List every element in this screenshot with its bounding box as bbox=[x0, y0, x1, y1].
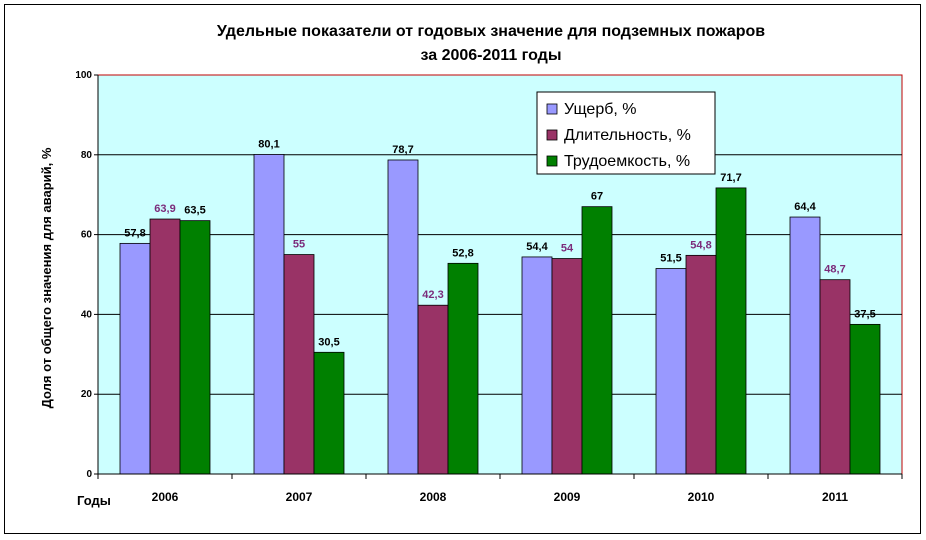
x-tick-label: 2006 bbox=[152, 490, 179, 504]
y-axis-title: Доля от общего значения для аварий, % bbox=[39, 147, 54, 408]
axes bbox=[97, 75, 903, 479]
bar-2009-series-3 bbox=[581, 206, 613, 475]
bar-2007-series-3 bbox=[313, 351, 345, 475]
bar-2006-series-1 bbox=[119, 242, 151, 475]
legend-box bbox=[536, 91, 716, 175]
legend-swatch bbox=[546, 155, 558, 167]
bar-2011-series-3 bbox=[849, 323, 881, 475]
data-label: 42,3 bbox=[422, 289, 443, 301]
data-label: 64,4 bbox=[794, 201, 816, 213]
x-tick-label: 2011 bbox=[822, 490, 848, 504]
x-axis-title: Годы bbox=[77, 493, 111, 508]
data-label: 78,7 bbox=[392, 144, 413, 156]
bar-2008-series-2 bbox=[417, 304, 449, 475]
legend-label: Ущерб, % bbox=[564, 101, 637, 118]
data-label: 80,1 bbox=[258, 138, 279, 150]
x-tick-label: 2010 bbox=[688, 490, 715, 504]
bar-2010-series-1 bbox=[655, 268, 687, 475]
x-tick-labels: 2006 2007 2008 2009 2010 2011 bbox=[152, 490, 849, 504]
bar-2011-series-1 bbox=[789, 216, 821, 475]
gridlines bbox=[94, 74, 902, 475]
data-label: 67 bbox=[591, 191, 603, 203]
legend: Ущерб, % Длительность, % Трудоемкость, % bbox=[536, 91, 716, 175]
data-label: 54,4 bbox=[526, 241, 548, 253]
data-label: 48,7 bbox=[824, 264, 845, 276]
bar-2008-series-3 bbox=[447, 262, 479, 475]
bar-2010-series-2 bbox=[685, 254, 717, 475]
data-label: 54,8 bbox=[690, 239, 711, 251]
y-tick-labels: 0 20 40 60 80 100 bbox=[75, 70, 92, 480]
data-label: 63,5 bbox=[184, 205, 205, 217]
chart-frame: Удельные показатели от годовых значение … bbox=[4, 4, 921, 534]
bar-2006-series-2 bbox=[149, 218, 181, 475]
data-label: 54 bbox=[561, 243, 574, 255]
data-labels: 57,8 80,1 78,7 54,4 51,5 64,4 63,9 55 42,3 54 54,8… bbox=[124, 138, 875, 348]
y-tick-label: 0 bbox=[86, 469, 92, 480]
chart-title: Удельные показатели от годовых значение … bbox=[217, 23, 765, 64]
bar-2010-series-3 bbox=[715, 187, 747, 475]
legend-swatch bbox=[546, 129, 558, 141]
bar-2006-series-3 bbox=[179, 220, 211, 475]
bar-2007-series-2 bbox=[283, 254, 315, 475]
data-label: 52,8 bbox=[452, 247, 473, 259]
bar-2007-series-1 bbox=[253, 154, 285, 475]
bar-2011-series-2 bbox=[819, 279, 851, 475]
bar-2009-series-2 bbox=[551, 258, 583, 475]
y-tick-label: 100 bbox=[75, 70, 92, 81]
data-label: 57,8 bbox=[124, 227, 145, 239]
y-tick-label: 60 bbox=[81, 230, 93, 241]
data-label: 37,5 bbox=[854, 308, 875, 320]
bar-chart: Удельные показатели от годовых значение … bbox=[39, 23, 903, 508]
data-label: 71,7 bbox=[720, 172, 741, 184]
data-label: 51,5 bbox=[660, 253, 681, 265]
chart-title-line-2: за 2006-2011 годы bbox=[421, 47, 562, 64]
bar-2009-series-1 bbox=[521, 256, 553, 475]
y-tick-label: 80 bbox=[81, 150, 93, 161]
data-label: 63,9 bbox=[154, 203, 175, 215]
x-tick-label: 2007 bbox=[286, 490, 313, 504]
y-tick-label: 40 bbox=[81, 309, 93, 320]
legend-label: Трудоемкость, % bbox=[564, 153, 690, 170]
legend-label: Длительность, % bbox=[564, 127, 691, 144]
data-label: 30,5 bbox=[318, 336, 339, 348]
x-tick-label: 2008 bbox=[420, 490, 447, 504]
legend-swatch bbox=[546, 103, 558, 115]
bar-2008-series-1 bbox=[387, 159, 419, 475]
data-label: 55 bbox=[293, 239, 305, 251]
y-tick-label: 20 bbox=[81, 389, 93, 400]
chart-title-line-1: Удельные показатели от годовых значение … bbox=[217, 23, 765, 40]
x-tick-label: 2009 bbox=[554, 490, 581, 504]
plot-area bbox=[97, 74, 903, 475]
